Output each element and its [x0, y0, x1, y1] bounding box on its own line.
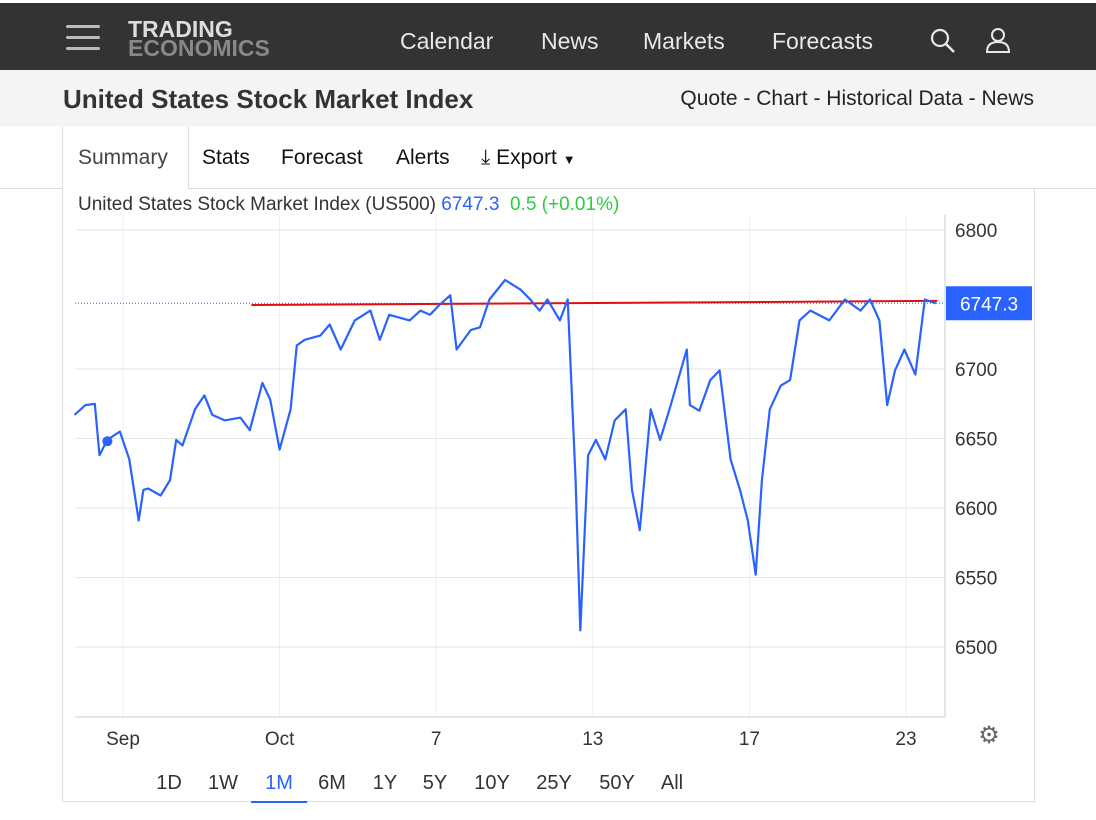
- nav-markets[interactable]: Markets: [643, 28, 725, 54]
- range-1m[interactable]: 1M: [251, 772, 307, 803]
- nav-news[interactable]: News: [541, 28, 599, 54]
- tab-bar: [0, 126, 1096, 189]
- chart-container: [62, 188, 1035, 802]
- top-navbar: [0, 0, 1096, 70]
- logo[interactable]: TRADING ECONOMICS: [128, 16, 270, 61]
- x-tick-label: Sep: [106, 729, 140, 750]
- range-25y[interactable]: 25Y: [536, 772, 572, 794]
- range-50y[interactable]: 50Y: [599, 772, 635, 794]
- legend-name: United States Stock Market Index (US500): [78, 194, 436, 215]
- y-tick-label: 6700: [955, 360, 997, 381]
- user-icon[interactable]: [985, 27, 1013, 55]
- title-bar: [0, 70, 1096, 126]
- range-all[interactable]: All: [660, 772, 684, 794]
- y-tick-label: 6800: [955, 221, 997, 242]
- page-title: United States Stock Market Index: [63, 84, 474, 114]
- nav-calendar[interactable]: Calendar: [400, 28, 494, 54]
- section-links[interactable]: Quote - Chart - Historical Data - News: [680, 87, 1034, 110]
- range-6m[interactable]: 6M: [318, 772, 346, 794]
- last-price-label: 6747.3: [960, 294, 1018, 315]
- x-tick-label: 7: [431, 729, 442, 750]
- range-1d[interactable]: 1D: [156, 772, 182, 794]
- price-series-line: [73, 278, 937, 632]
- event-marker: [102, 436, 113, 447]
- search-icon[interactable]: [929, 27, 957, 55]
- y-tick-label: 6600: [955, 499, 997, 520]
- logo-line2: ECONOMICS: [128, 35, 270, 61]
- nav-forecasts[interactable]: Forecasts: [772, 28, 873, 54]
- logo-line1: TRADING: [128, 16, 233, 42]
- tab-summary[interactable]: Summary: [78, 146, 168, 169]
- range-1w[interactable]: 1W: [208, 772, 238, 794]
- x-tick-label: 17: [739, 729, 760, 750]
- x-tick-label: 13: [582, 729, 603, 750]
- y-tick-label: 6500: [955, 638, 997, 659]
- range-10y[interactable]: 10Y: [474, 772, 510, 794]
- active-tab-box: [62, 126, 189, 189]
- legend-change: 0.5 (+0.01%): [509, 194, 620, 215]
- resistance-line: [251, 299, 938, 307]
- caret-down-icon: ▼: [562, 152, 576, 167]
- download-icon: ⤓: [481, 146, 491, 169]
- last-price-badge: [946, 286, 1032, 321]
- tab-alerts[interactable]: Alerts: [396, 146, 450, 169]
- x-tick-label: Oct: [265, 729, 295, 750]
- legend-price: 6747.3: [441, 194, 500, 215]
- top-strip: [0, 0, 1096, 3]
- hamburger-menu-icon[interactable]: [66, 25, 100, 58]
- tab-forecast[interactable]: Forecast: [281, 146, 363, 169]
- export-label: Export: [496, 146, 557, 169]
- tab-export[interactable]: ⤓ Export ▼: [481, 146, 576, 170]
- range-5y[interactable]: 5Y: [422, 772, 448, 794]
- y-tick-label: 6650: [955, 430, 997, 451]
- range-1y[interactable]: 1Y: [372, 772, 398, 794]
- x-tick-label: 23: [895, 729, 916, 750]
- tab-stats[interactable]: Stats: [202, 146, 250, 169]
- settings-gear-icon[interactable]: ⚙: [978, 722, 1000, 749]
- chart-legend: United States Stock Market Index (US500)…: [78, 194, 619, 216]
- y-tick-label: 6550: [955, 569, 997, 590]
